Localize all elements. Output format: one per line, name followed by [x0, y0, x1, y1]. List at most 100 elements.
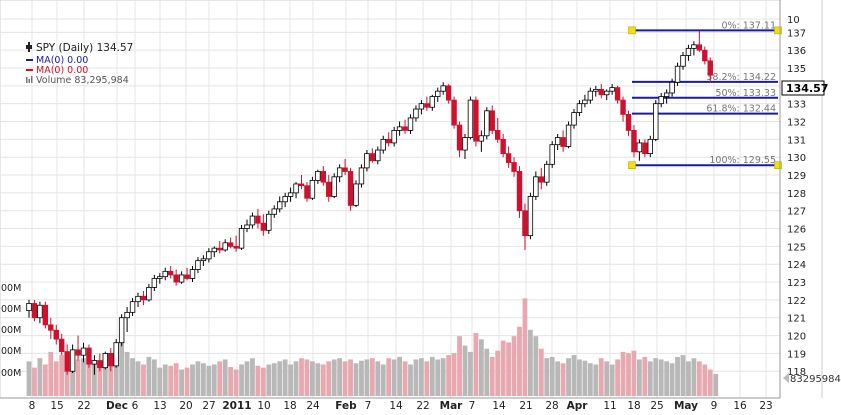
candle-body [516, 171, 523, 212]
x-tick-label: 22 [416, 400, 429, 411]
x-tick-label: 2011 [222, 400, 251, 411]
price-tick-label: 10 [787, 15, 800, 26]
candle-body [565, 124, 572, 147]
candle-body [108, 353, 114, 367]
candle-body [598, 89, 604, 96]
volume-bar [484, 348, 490, 396]
volume-bar [598, 358, 604, 396]
ohlc-icon-wick [28, 42, 30, 52]
volume-bar [97, 365, 103, 396]
legend-title: SPY (Daily) 134.57 [36, 42, 133, 54]
candle-body [184, 274, 190, 279]
candle-body [544, 163, 550, 183]
candle-body [146, 287, 152, 301]
candle-body [266, 213, 272, 231]
volume-bar [299, 358, 304, 396]
candle-body [287, 192, 294, 197]
candle-body [315, 171, 321, 181]
candle-body [37, 304, 43, 319]
candle-body [91, 360, 98, 365]
candle-body [609, 87, 615, 92]
volume-bar [538, 348, 544, 396]
volume-bar [435, 359, 441, 396]
volume-bar [48, 351, 54, 396]
price-tick-label: 122 [787, 296, 806, 307]
candle-body [484, 110, 490, 137]
last-price-box [781, 80, 825, 96]
volume-bar [517, 326, 522, 396]
fibonacci-retracement[interactable]: 0%: 137.11 38.2%: 134.22 50%: 133.33 61.8%:… [628, 20, 782, 170]
volume-bar [429, 356, 435, 396]
candle-body [653, 103, 659, 140]
volume-bar [653, 358, 659, 396]
price-tick-label: 129 [787, 171, 806, 182]
last-price-tag: 134.57 [781, 80, 828, 96]
candle-body [707, 60, 713, 76]
candle-body [407, 117, 414, 131]
price-tick-label: 131 [787, 135, 806, 146]
volume-bar [560, 363, 566, 396]
volume-bar [141, 364, 146, 396]
candle-body [375, 149, 381, 162]
candle-body [620, 99, 626, 115]
candle-body [614, 87, 621, 101]
volume-bar [609, 364, 615, 396]
volume-readout-label: 83295984 [790, 374, 841, 385]
x-tick-label: 27 [202, 400, 215, 411]
fib-label: 0%: 137.11 [721, 20, 776, 31]
price-tick-label: 125 [787, 242, 806, 253]
volume-bar [113, 358, 119, 396]
volume-bar [642, 356, 648, 396]
volume-bar [686, 361, 691, 396]
volume-bar [277, 361, 283, 396]
candle-body [576, 103, 583, 113]
candle-body [331, 176, 337, 197]
volume-bar [173, 363, 179, 396]
candle-body [631, 130, 637, 153]
candle-body [211, 247, 217, 253]
volume-bar [604, 361, 610, 396]
volume-bar [135, 361, 141, 396]
volume-bar [168, 365, 174, 396]
candle-body [593, 89, 599, 92]
candle-body [189, 269, 196, 279]
volume-bar [500, 340, 506, 396]
candle-body [326, 181, 332, 197]
candle-body [97, 360, 103, 369]
x-tick-label: Feb [335, 400, 357, 411]
candle-body [467, 99, 474, 138]
volume-bar [266, 364, 272, 396]
volume-bar [457, 336, 462, 396]
candle-body [59, 338, 65, 353]
candle-body [391, 130, 397, 144]
candle-body [64, 351, 70, 372]
price-tick-label: 127 [787, 207, 806, 218]
grid [0, 0, 781, 399]
volume-bar [260, 367, 266, 396]
candle-body [358, 167, 365, 185]
x-tick-label: 6 [132, 400, 139, 411]
volume-bar [64, 356, 70, 396]
candle-body [206, 251, 212, 260]
volume-bar [658, 359, 664, 396]
candle-body [549, 144, 555, 165]
volume-bar [615, 359, 620, 396]
volume-bar [386, 358, 392, 396]
volume-bar [32, 367, 37, 396]
volume-bar [391, 359, 397, 396]
price-tick-label: 136 [787, 46, 806, 57]
volume-bar [446, 355, 452, 396]
volume-bar [495, 350, 501, 396]
candle-body [320, 171, 326, 183]
fib-handle [628, 161, 636, 170]
x-tick-label: 15 [50, 400, 63, 411]
volume-bar [647, 361, 653, 396]
candle-body [31, 303, 38, 319]
volume-bar [353, 363, 359, 396]
volume-bar [162, 364, 168, 396]
candle-body [244, 224, 250, 229]
volume-bar [75, 359, 81, 396]
candle-body [696, 44, 703, 51]
volume-bar [555, 361, 561, 396]
